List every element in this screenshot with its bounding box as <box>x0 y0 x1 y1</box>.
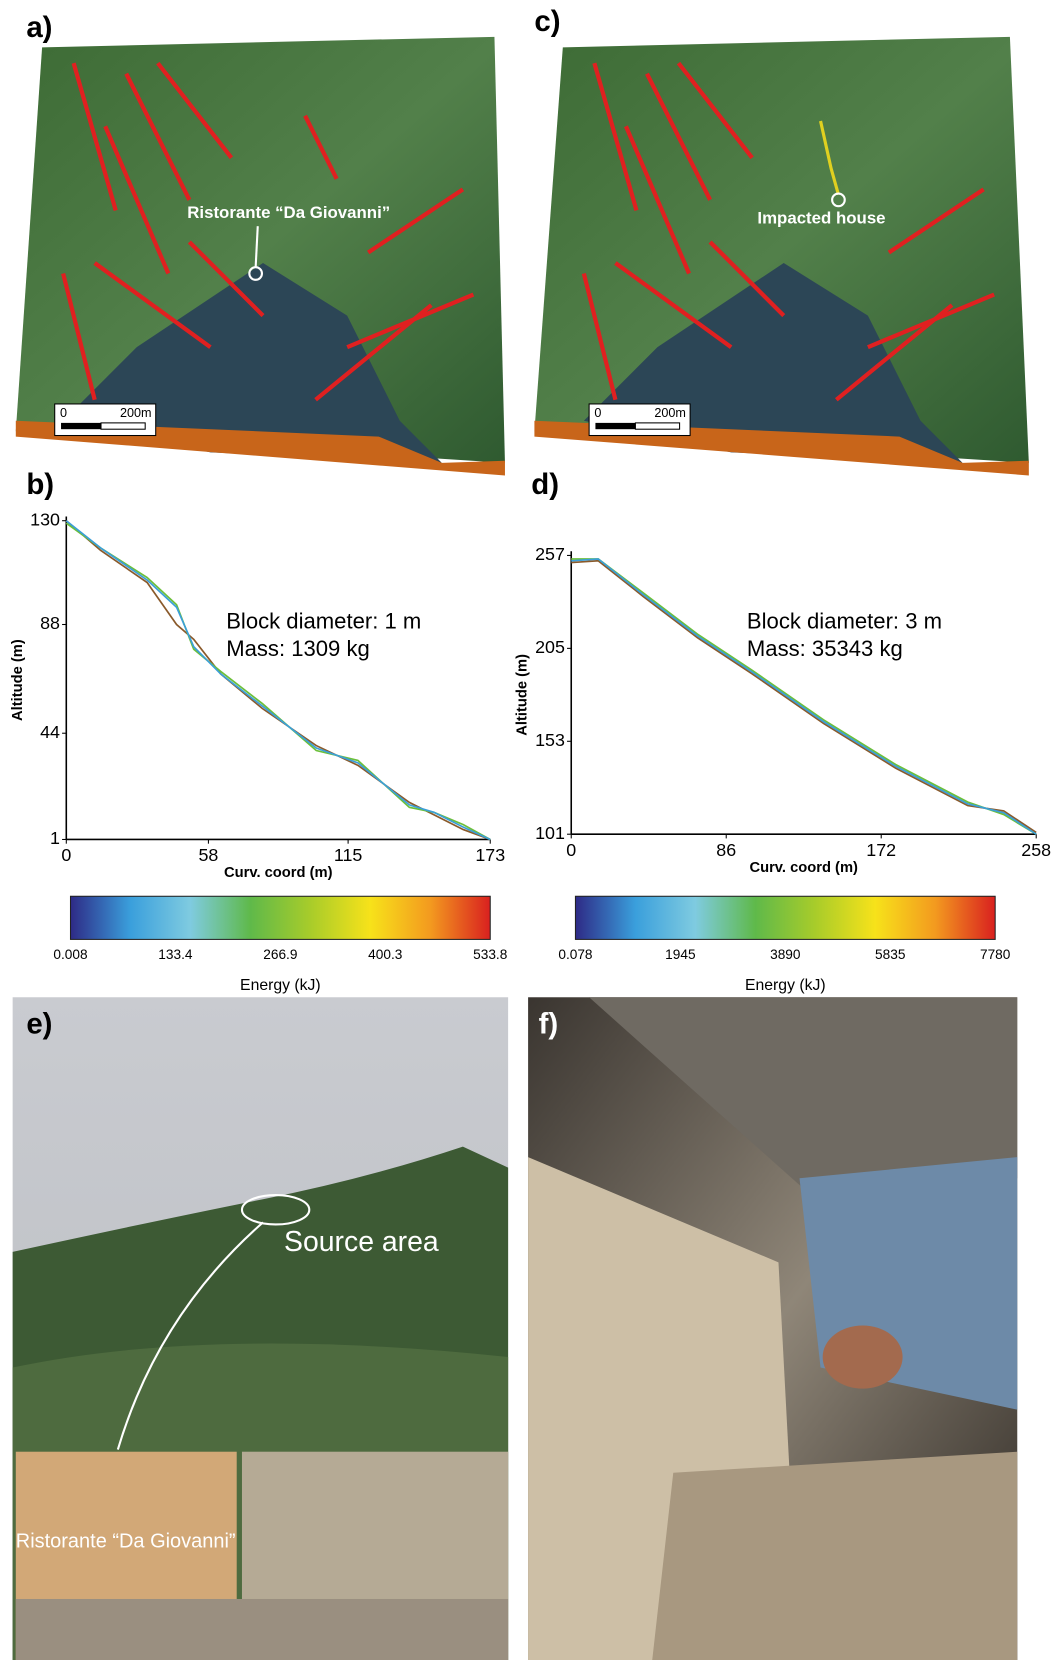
colorbar-tick-label: 400.3 <box>368 947 402 962</box>
scale-label: 0 <box>594 406 601 420</box>
colorbar-label: Energy (kJ) <box>240 977 321 994</box>
colorbar-tick-label: 1945 <box>665 947 696 962</box>
map-annotation: Impacted house <box>757 208 885 227</box>
colorbar-tick-label: 533.8 <box>473 947 507 962</box>
y-axis-label: Altitude (m) <box>10 639 26 721</box>
chart-annotation: Block diameter: 1 m <box>226 609 421 634</box>
scale-label: 200m <box>654 406 686 420</box>
panel-label: a) <box>26 11 52 44</box>
colorbar <box>70 896 490 939</box>
x-tick-label: 258 <box>1021 840 1051 860</box>
y-tick-label: 88 <box>40 613 60 633</box>
panel-label: e) <box>26 1007 52 1040</box>
colorbar-tick-label: 266.9 <box>263 947 297 962</box>
y-tick-label: 1 <box>50 828 60 848</box>
x-tick-label: 0 <box>61 845 71 865</box>
map-c: Impacted house 0 200m c) <box>534 5 1028 476</box>
y-tick-label: 257 <box>535 544 565 564</box>
x-axis-label: Curv. coord (m) <box>749 860 858 876</box>
figure: Ristorante “Da Giovanni” 0 200m a) Impac… <box>0 0 1052 1660</box>
x-tick-label: 172 <box>866 840 896 860</box>
panel-label: f) <box>539 1007 559 1040</box>
photo-e: Source area Ristorante “Da Giovanni” e) <box>13 997 508 1660</box>
charts: b) 1 44 88 130 0 58 115 173 Curv. coord (m) Altitu… <box>10 468 1051 994</box>
y-tick-label: 130 <box>30 509 60 529</box>
colorbar-tick-label: 0.078 <box>558 947 592 962</box>
scale-label: 0 <box>60 406 67 420</box>
colorbar <box>575 896 995 939</box>
colorbar-tick-label: 3890 <box>770 947 801 962</box>
y-tick-label: 101 <box>535 823 565 843</box>
x-axis-label: Curv. coord (m) <box>224 865 333 881</box>
trajectory-line <box>571 559 1036 834</box>
y-axis-label: Altitude (m) <box>515 654 531 736</box>
y-tick-label: 153 <box>535 730 565 750</box>
chart-annotation: Mass: 1309 kg <box>226 636 370 661</box>
colorbar-tick-label: 7780 <box>980 947 1011 962</box>
chart-annotation: Mass: 35343 kg <box>747 636 903 661</box>
colorbar-tick-label: 5835 <box>875 947 906 962</box>
x-tick-label: 115 <box>334 845 363 865</box>
trajectory-line <box>571 559 1036 834</box>
photo-f: f) <box>528 997 1017 1660</box>
chart-annotation: Block diameter: 3 m <box>747 609 942 634</box>
y-tick-label: 44 <box>40 722 60 742</box>
x-tick-label: 0 <box>566 840 576 860</box>
map-a: Ristorante “Da Giovanni” 0 200m a) <box>16 11 505 475</box>
map-annotation: Ristorante “Da Giovanni” <box>187 203 390 222</box>
x-tick-label: 173 <box>475 845 505 865</box>
trajectory-line <box>66 521 490 840</box>
scale-label: 200m <box>120 406 152 420</box>
trajectory-line <box>571 561 1036 833</box>
photo-annotation: Ristorante “Da Giovanni” <box>16 1530 236 1552</box>
page: Ristorante “Da Giovanni” 0 200m a) Impac… <box>0 0 1052 1660</box>
x-tick-label: 86 <box>716 840 736 860</box>
x-tick-label: 58 <box>198 845 218 865</box>
panel-label: b) <box>26 468 54 501</box>
colorbar-tick-label: 0.008 <box>53 947 87 962</box>
y-tick-label: 205 <box>535 637 565 657</box>
photo-annotation: Source area <box>284 1226 439 1258</box>
panel-label: c) <box>534 5 560 38</box>
panel-label: d) <box>531 468 559 501</box>
colorbar-label: Energy (kJ) <box>745 977 826 994</box>
colorbar-tick-label: 133.4 <box>158 947 193 962</box>
